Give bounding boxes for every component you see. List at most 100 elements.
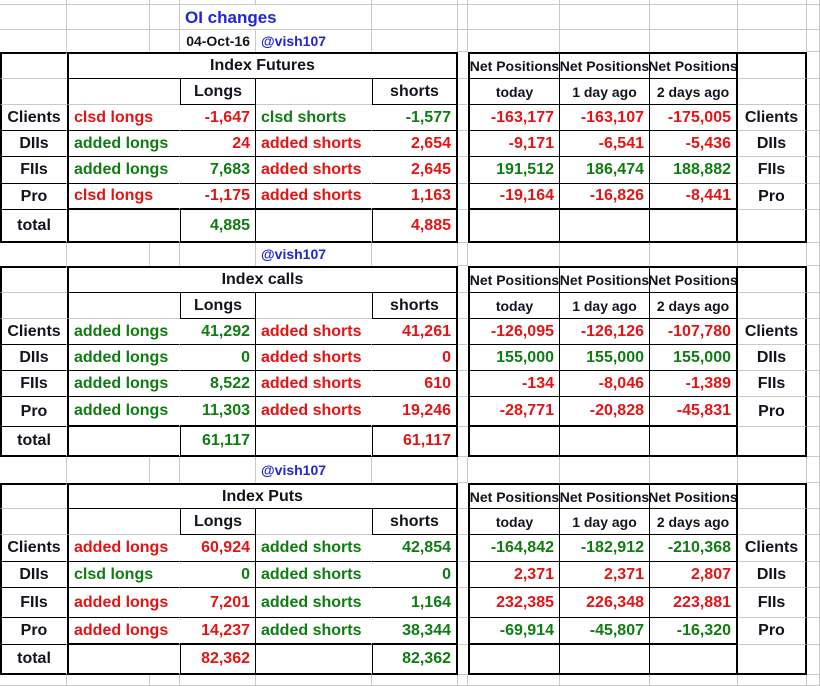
net-today-cell[interactable]: 2,371 [468, 562, 560, 588]
net-2day-cell[interactable]: -175,005 [650, 105, 738, 131]
net-1day-cell[interactable]: 155,000 [560, 345, 650, 371]
row-label-cell[interactable]: Clients [0, 319, 67, 345]
value-short-cell[interactable]: 2,645 [372, 157, 458, 184]
value-long-cell[interactable]: 7,201 [180, 588, 256, 618]
row-label-right-cell[interactable]: Clients [738, 105, 807, 131]
action-short-cell[interactable]: clsd shorts [256, 105, 372, 131]
action-long-cell[interactable]: added longs [67, 618, 180, 645]
action-short-cell[interactable]: added shorts [256, 184, 372, 210]
row-label-cell[interactable]: FIIs [0, 157, 67, 184]
value-long-cell[interactable]: 41,292 [180, 319, 256, 345]
total-short-cell[interactable]: 82,362 [372, 645, 458, 675]
row-label-cell[interactable]: FIIs [0, 371, 67, 397]
row-label-cell[interactable]: Pro [0, 618, 67, 645]
net-today-cell[interactable]: 155,000 [468, 345, 560, 371]
shorts-header[interactable]: shorts [372, 79, 458, 105]
net-today-cell[interactable]: -164,842 [468, 535, 560, 562]
row-label-cell[interactable]: Pro [0, 184, 67, 210]
action-short-cell[interactable]: added shorts [256, 345, 372, 371]
value-short-cell[interactable]: 1,163 [372, 184, 458, 210]
row-label-right-cell[interactable]: DIIs [738, 131, 807, 157]
row-label-cell[interactable]: FIIs [0, 588, 67, 618]
longs-header[interactable]: Longs [180, 79, 256, 105]
net-2day-cell[interactable]: -16,320 [650, 618, 738, 645]
value-long-cell[interactable]: -1,175 [180, 184, 256, 210]
net-1day-header[interactable]: 1 day ago [560, 293, 650, 319]
value-short-cell[interactable]: 1,164 [372, 588, 458, 618]
net-1day-cell[interactable]: -45,807 [560, 618, 650, 645]
row-label-right-cell[interactable]: Clients [738, 535, 807, 562]
row-label-right-cell[interactable]: Clients [738, 319, 807, 345]
net-1day-cell[interactable]: -6,541 [560, 131, 650, 157]
net-positions-header[interactable]: Net Positions [650, 483, 738, 509]
row-label-cell[interactable]: DIIs [0, 345, 67, 371]
action-long-cell[interactable]: added longs [67, 131, 180, 157]
net-today-cell[interactable]: -19,164 [468, 184, 560, 210]
action-short-cell[interactable]: added shorts [256, 397, 372, 427]
net-1day-cell[interactable]: -126,126 [560, 319, 650, 345]
net-1day-cell[interactable]: 186,474 [560, 157, 650, 184]
net-today-cell[interactable]: 232,385 [468, 588, 560, 618]
action-short-cell[interactable]: added shorts [256, 562, 372, 588]
section-title-futures[interactable]: Index Futures [67, 52, 458, 79]
total-long-cell[interactable]: 4,885 [180, 210, 256, 243]
net-today-cell[interactable]: 191,512 [468, 157, 560, 184]
total-long-cell[interactable]: 61,117 [180, 427, 256, 457]
value-long-cell[interactable]: 7,683 [180, 157, 256, 184]
action-long-cell[interactable]: added longs [67, 345, 180, 371]
row-label-right-cell[interactable]: DIIs [738, 562, 807, 588]
net-today-cell[interactable]: -69,914 [468, 618, 560, 645]
shorts-header[interactable]: shorts [372, 293, 458, 319]
net-positions-header[interactable]: Net Positions [468, 266, 560, 293]
total-label-cell[interactable]: total [0, 427, 67, 457]
net-1day-cell[interactable]: -182,912 [560, 535, 650, 562]
value-long-cell[interactable]: 0 [180, 562, 256, 588]
action-long-cell[interactable]: clsd longs [67, 562, 180, 588]
action-short-cell[interactable]: added shorts [256, 131, 372, 157]
value-long-cell[interactable]: 14,237 [180, 618, 256, 645]
net-1day-cell[interactable]: -8,046 [560, 371, 650, 397]
value-short-cell[interactable]: 610 [372, 371, 458, 397]
value-long-cell[interactable]: 11,303 [180, 397, 256, 427]
value-short-cell[interactable]: 0 [372, 345, 458, 371]
row-label-cell[interactable]: Clients [0, 105, 67, 131]
net-today-header[interactable]: today [468, 79, 560, 105]
action-long-cell[interactable]: added longs [67, 371, 180, 397]
value-short-cell[interactable]: 38,344 [372, 618, 458, 645]
value-long-cell[interactable]: -1,647 [180, 105, 256, 131]
action-long-cell[interactable]: added longs [67, 588, 180, 618]
net-1day-header[interactable]: 1 day ago [560, 509, 650, 535]
value-long-cell[interactable]: 24 [180, 131, 256, 157]
net-today-cell[interactable]: -163,177 [468, 105, 560, 131]
net-2day-header[interactable]: 2 days ago [650, 293, 738, 319]
row-label-right-cell[interactable]: Pro [738, 397, 807, 427]
net-2day-cell[interactable]: 2,807 [650, 562, 738, 588]
row-label-right-cell[interactable]: FIIs [738, 157, 807, 184]
net-2day-cell[interactable]: -210,368 [650, 535, 738, 562]
action-long-cell[interactable]: added longs [67, 319, 180, 345]
longs-header[interactable]: Longs [180, 293, 256, 319]
row-label-right-cell[interactable]: Pro [738, 184, 807, 210]
net-positions-header[interactable]: Net Positions [560, 52, 650, 79]
value-short-cell[interactable]: 2,654 [372, 131, 458, 157]
net-1day-cell[interactable]: -163,107 [560, 105, 650, 131]
action-long-cell[interactable]: clsd longs [67, 105, 180, 131]
net-2day-cell[interactable]: -5,436 [650, 131, 738, 157]
action-long-cell[interactable]: added longs [67, 535, 180, 562]
row-label-cell[interactable]: Clients [0, 535, 67, 562]
handle-label[interactable]: @vish107 [256, 30, 372, 52]
net-1day-cell[interactable]: -20,828 [560, 397, 650, 427]
shorts-header[interactable]: shorts [372, 509, 458, 535]
action-short-cell[interactable]: added shorts [256, 319, 372, 345]
net-2day-header[interactable]: 2 days ago [650, 79, 738, 105]
action-short-cell[interactable]: added shorts [256, 371, 372, 397]
value-long-cell[interactable]: 60,924 [180, 535, 256, 562]
total-long-cell[interactable]: 82,362 [180, 645, 256, 675]
net-2day-cell[interactable]: -45,831 [650, 397, 738, 427]
net-positions-header[interactable]: Net Positions [650, 52, 738, 79]
net-today-cell[interactable]: -126,095 [468, 319, 560, 345]
net-today-cell[interactable]: -28,771 [468, 397, 560, 427]
net-today-header[interactable]: today [468, 293, 560, 319]
net-1day-cell[interactable]: 2,371 [560, 562, 650, 588]
section-title-puts[interactable]: Index Puts [67, 483, 458, 509]
